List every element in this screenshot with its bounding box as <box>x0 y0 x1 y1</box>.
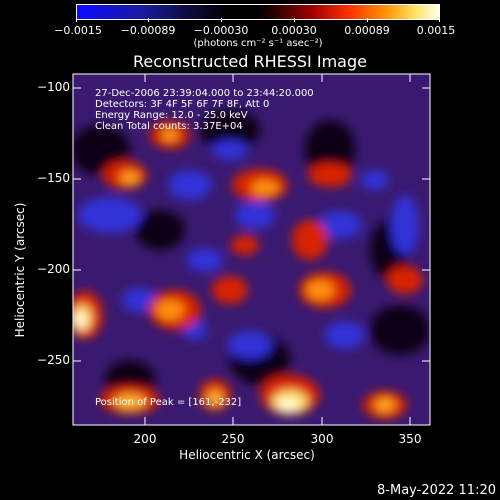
colorbar-tickmark <box>148 18 149 22</box>
peak-position-label: Position of Peak = [161,-232] <box>95 397 242 408</box>
colorbar-tickmark <box>221 18 222 22</box>
colorbar <box>76 4 440 20</box>
emission-blobs <box>73 110 430 419</box>
colorbar-tick-label: −0.00089 <box>120 24 176 37</box>
info-energy-range: Energy Range: 12.0 - 25.0 keV <box>95 110 248 121</box>
colorbar-tickmark <box>294 18 295 22</box>
y-tick-label: −200 <box>37 262 70 276</box>
colorbar-unit-label: (photons cm⁻² s⁻¹ asec⁻²) <box>193 38 323 49</box>
colorbar-tickmark <box>76 18 77 22</box>
colorbar-gradient <box>77 5 439 19</box>
colorbar-tick-label: −0.0015 <box>54 24 102 37</box>
y-tick-label: −100 <box>37 80 70 94</box>
colorbar-tick-label: 0.0015 <box>416 24 456 37</box>
x-tick-label: 200 <box>133 432 157 446</box>
colorbar-tick-label: 0.00030 <box>271 24 317 37</box>
x-tick-label: 350 <box>398 432 422 446</box>
image-area <box>73 74 430 425</box>
colorbar-tick-label: 0.00089 <box>344 24 390 37</box>
info-clean-counts: Clean Total counts: 3.37E+04 <box>95 121 243 132</box>
y-tick-label: −250 <box>37 353 70 367</box>
colorbar-tickmark <box>367 18 368 22</box>
y-tick-label: −150 <box>37 171 70 185</box>
y-tick-marks <box>73 87 430 362</box>
x-tick-label: 300 <box>310 432 334 446</box>
info-detectors: Detectors: 3F 4F 5F 6F 7F 8F, Att 0 <box>95 99 270 110</box>
x-axis-label: Heliocentric X (arcsec) <box>179 448 315 462</box>
footer-date: 8-May-2022 11:20 <box>377 483 496 498</box>
x-tick-marks <box>144 74 411 425</box>
plot-title: Reconstructed RHESSI Image <box>133 52 367 71</box>
colorbar-tick-label: −0.00030 <box>193 24 249 37</box>
x-tick-label: 250 <box>221 432 245 446</box>
info-time-range: 27-Dec-2006 23:39:04.000 to 23:44:20.000 <box>95 88 314 99</box>
colorbar-tickmark <box>439 18 440 22</box>
plot-frame <box>72 73 431 426</box>
y-axis-label: Heliocentric Y (arcsec) <box>13 202 27 338</box>
